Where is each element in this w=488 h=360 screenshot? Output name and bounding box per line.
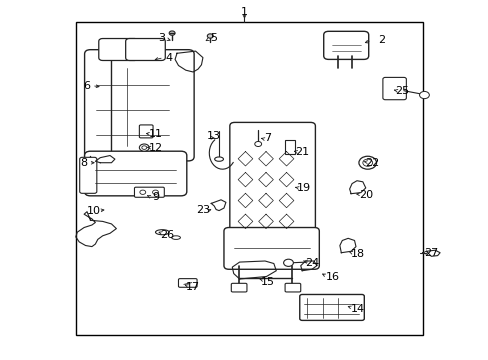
Text: 13: 13 — [206, 131, 220, 141]
FancyBboxPatch shape — [178, 279, 197, 287]
Circle shape — [358, 156, 376, 169]
Text: 15: 15 — [261, 276, 274, 287]
Text: 25: 25 — [394, 86, 408, 96]
Text: 6: 6 — [83, 81, 90, 91]
Circle shape — [419, 91, 428, 99]
FancyBboxPatch shape — [382, 77, 406, 100]
Text: 4: 4 — [165, 53, 172, 63]
Ellipse shape — [155, 230, 169, 235]
FancyBboxPatch shape — [99, 39, 138, 60]
Circle shape — [362, 159, 372, 166]
Text: 12: 12 — [148, 143, 162, 153]
Text: 3: 3 — [158, 33, 164, 43]
Circle shape — [142, 146, 146, 149]
Text: 10: 10 — [87, 206, 101, 216]
Text: 17: 17 — [186, 282, 200, 292]
Text: 8: 8 — [81, 158, 87, 168]
Text: 21: 21 — [295, 147, 308, 157]
FancyBboxPatch shape — [84, 50, 167, 161]
Text: 20: 20 — [358, 190, 372, 200]
Text: 1: 1 — [241, 6, 247, 17]
Bar — [284, 140, 295, 154]
FancyBboxPatch shape — [84, 151, 186, 196]
FancyBboxPatch shape — [229, 122, 315, 236]
FancyBboxPatch shape — [80, 157, 97, 193]
Ellipse shape — [214, 157, 223, 161]
Circle shape — [283, 259, 293, 266]
Text: 18: 18 — [350, 249, 364, 259]
FancyBboxPatch shape — [139, 125, 153, 138]
FancyBboxPatch shape — [231, 283, 246, 292]
Circle shape — [139, 144, 149, 151]
Circle shape — [254, 141, 261, 147]
Text: 5: 5 — [210, 33, 217, 43]
Text: 11: 11 — [148, 129, 162, 139]
Text: 14: 14 — [350, 304, 364, 314]
FancyBboxPatch shape — [134, 187, 164, 197]
FancyBboxPatch shape — [111, 50, 194, 161]
Text: 7: 7 — [264, 132, 270, 143]
Text: 22: 22 — [365, 158, 379, 168]
Circle shape — [207, 34, 213, 38]
FancyBboxPatch shape — [299, 294, 364, 320]
FancyBboxPatch shape — [323, 31, 368, 59]
Text: 23: 23 — [196, 204, 209, 215]
Text: 26: 26 — [160, 230, 174, 240]
Bar — [76, 22, 422, 335]
Text: 24: 24 — [304, 258, 319, 268]
Text: 27: 27 — [423, 248, 438, 258]
Text: 9: 9 — [152, 192, 159, 202]
Text: 16: 16 — [325, 272, 339, 282]
FancyBboxPatch shape — [285, 283, 300, 292]
Circle shape — [169, 31, 175, 35]
Ellipse shape — [171, 236, 180, 239]
Text: 2: 2 — [377, 35, 384, 45]
FancyBboxPatch shape — [224, 228, 319, 269]
Text: 19: 19 — [297, 183, 310, 193]
FancyBboxPatch shape — [125, 39, 165, 60]
